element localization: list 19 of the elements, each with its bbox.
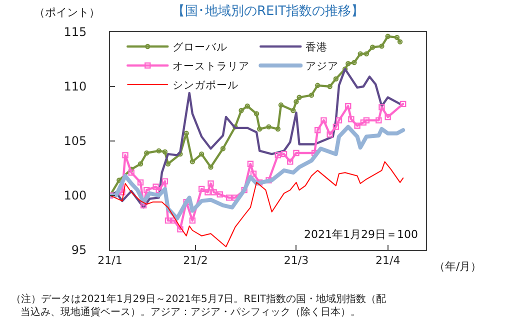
legend-label: オーストラリア	[172, 60, 250, 73]
annotation: 2021年1月29日＝100	[304, 228, 418, 241]
chart-title: 【国･地域別のREIT指数の推移】	[172, 4, 364, 19]
text: （注）データは2021年1月29日～2021年5月7日。REIT指数の国・地域別指数（配当込み、現地通貨ベース）。アジア：アジア・パシフィック（除く日本）。	[11, 293, 386, 318]
y-tick-label: 100	[64, 188, 87, 203]
legend-label: シンガポール	[172, 80, 239, 92]
x-tick-label: 21/4	[375, 254, 400, 268]
x-tick-label: 21/2	[183, 254, 208, 268]
y-tick-label: 105	[64, 134, 87, 148]
legend-label: アジア	[306, 60, 339, 73]
legend-label: グローバル	[172, 42, 228, 54]
y-axis-title: （ポイント）	[34, 6, 100, 19]
legend-label: 香港	[306, 40, 328, 54]
y-tick-label: 110	[64, 80, 87, 94]
x-tick-label: 21/3	[284, 254, 309, 268]
y-tick-label: 115	[64, 25, 87, 40]
x-axis-title: （年/月）	[434, 260, 482, 273]
y-tick-label: 95	[71, 243, 87, 258]
x-tick-label: 21/1	[98, 254, 122, 268]
